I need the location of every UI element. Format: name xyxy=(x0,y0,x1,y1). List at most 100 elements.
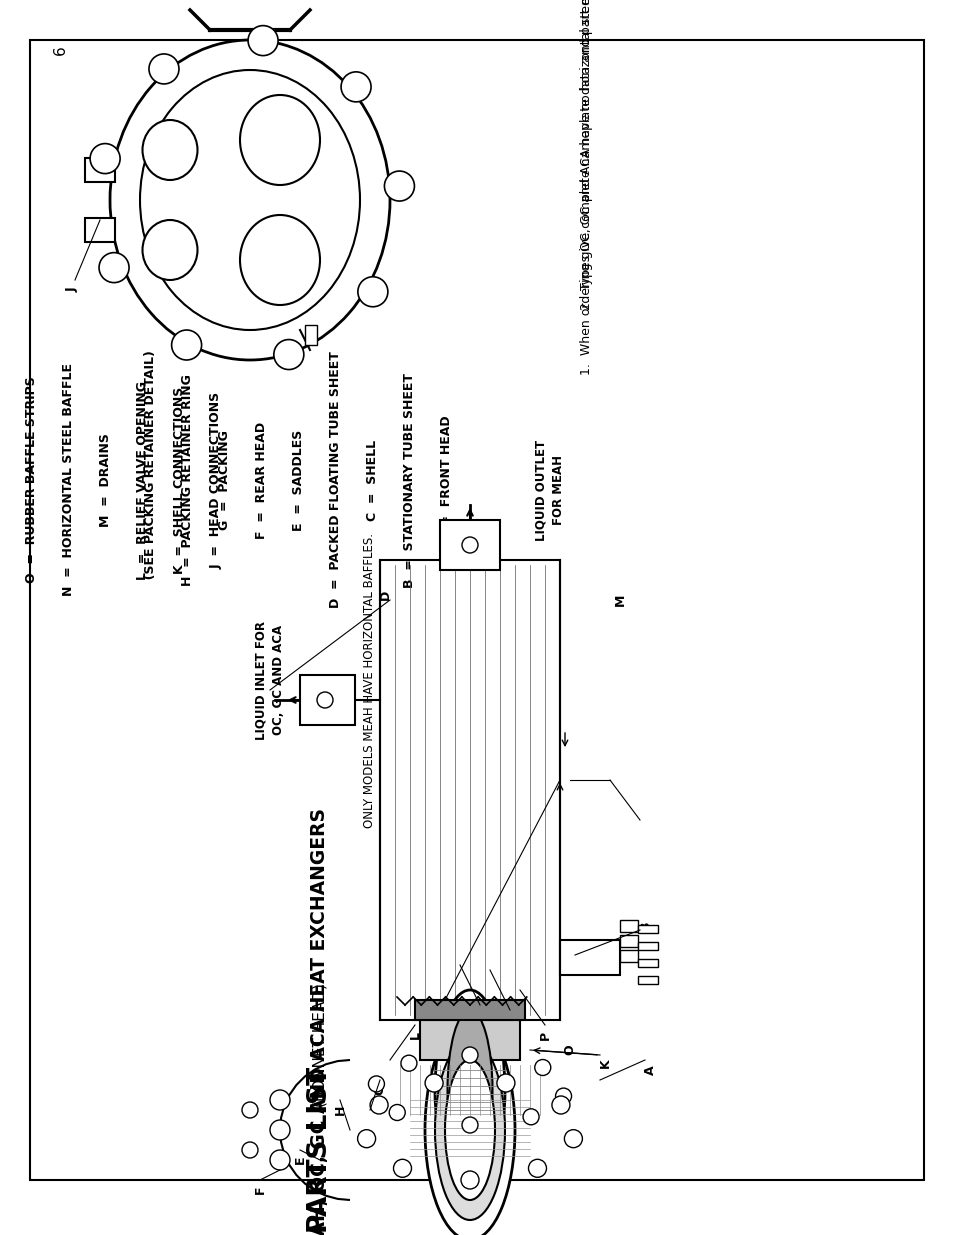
Polygon shape xyxy=(619,935,638,947)
Text: C  =  SHELL: C = SHELL xyxy=(366,440,378,521)
Text: N  =  HORIZONTAL STEEL BAFFLE: N = HORIZONTAL STEEL BAFFLE xyxy=(62,363,75,597)
Polygon shape xyxy=(638,976,658,984)
Ellipse shape xyxy=(435,1040,504,1220)
Circle shape xyxy=(341,72,371,101)
Text: P: P xyxy=(537,1030,551,1040)
Ellipse shape xyxy=(447,1010,492,1170)
Ellipse shape xyxy=(140,70,359,330)
Polygon shape xyxy=(415,1000,524,1020)
Text: O: O xyxy=(563,1045,576,1056)
Text: LIQUID INLET FOR
OC, GC AND ACA: LIQUID INLET FOR OC, GC AND ACA xyxy=(254,620,285,740)
Circle shape xyxy=(99,253,129,283)
Polygon shape xyxy=(85,219,115,242)
Text: F: F xyxy=(253,1186,266,1194)
Circle shape xyxy=(368,1076,384,1092)
Text: K: K xyxy=(598,1058,611,1068)
Circle shape xyxy=(242,1142,257,1158)
Circle shape xyxy=(370,1095,388,1114)
Text: (SEE PACKING RETAINER DETAIL): (SEE PACKING RETAINER DETAIL) xyxy=(144,350,157,610)
Circle shape xyxy=(564,1130,581,1147)
Circle shape xyxy=(270,1150,290,1170)
Circle shape xyxy=(528,1160,546,1177)
Text: C: C xyxy=(438,1005,451,1015)
Text: O: O xyxy=(473,1010,486,1020)
Text: O  =  RUBBER BAFFLE STRIPS: O = RUBBER BAFFLE STRIPS xyxy=(25,377,38,583)
Text: L: L xyxy=(408,1031,421,1039)
Circle shape xyxy=(425,1074,442,1092)
Circle shape xyxy=(522,1109,538,1125)
Circle shape xyxy=(497,1074,515,1092)
Text: 6: 6 xyxy=(52,46,68,54)
Text: (BONNET HEAD): (BONNET HEAD) xyxy=(313,983,327,1107)
Polygon shape xyxy=(559,940,619,974)
Circle shape xyxy=(90,143,120,174)
Polygon shape xyxy=(305,325,316,345)
Polygon shape xyxy=(619,920,638,932)
Text: J  =  HEAD CONNECTIONS: J = HEAD CONNECTIONS xyxy=(210,391,223,568)
Ellipse shape xyxy=(240,215,319,305)
Ellipse shape xyxy=(424,1020,515,1235)
Ellipse shape xyxy=(435,990,504,1191)
Text: D: D xyxy=(378,590,391,600)
Circle shape xyxy=(393,1160,411,1177)
Polygon shape xyxy=(638,960,658,967)
Text: H  =  PACKING RETAINER RING: H = PACKING RETAINER RING xyxy=(181,374,193,585)
Text: J: J xyxy=(66,288,78,293)
Text: E: E xyxy=(294,1156,306,1165)
Circle shape xyxy=(274,340,303,369)
Text: H: H xyxy=(334,1105,346,1115)
Circle shape xyxy=(400,1055,416,1071)
Circle shape xyxy=(172,330,201,361)
Circle shape xyxy=(242,1102,257,1118)
Circle shape xyxy=(461,1047,477,1063)
Circle shape xyxy=(270,1091,290,1110)
Text: B  =  STATIONARY TUBE SHEET: B = STATIONARY TUBE SHEET xyxy=(402,373,416,588)
Ellipse shape xyxy=(110,40,390,359)
Circle shape xyxy=(149,54,179,84)
Text: G: G xyxy=(374,1084,386,1095)
Text: A  =  FRONT HEAD: A = FRONT HEAD xyxy=(439,416,453,545)
Text: M  =  DRAINS: M = DRAINS xyxy=(99,433,112,527)
Text: MODELS MEAH, OC, GC AND ACA HEAT EXCHANGERS: MODELS MEAH, OC, GC AND ACA HEAT EXCHANG… xyxy=(310,808,329,1235)
Circle shape xyxy=(357,1130,375,1147)
Circle shape xyxy=(552,1095,569,1114)
Text: (TYPE MEAH ONLY): (TYPE MEAH ONLY) xyxy=(0,399,1,562)
Ellipse shape xyxy=(142,220,197,280)
Text: D  =  PACKED FLOATING TUBE SHEET: D = PACKED FLOATING TUBE SHEET xyxy=(329,352,341,609)
Circle shape xyxy=(384,172,414,201)
Ellipse shape xyxy=(444,1060,495,1200)
Circle shape xyxy=(248,26,277,56)
Circle shape xyxy=(461,537,477,553)
Circle shape xyxy=(389,1104,405,1120)
Polygon shape xyxy=(638,942,658,950)
Circle shape xyxy=(461,1116,477,1132)
Text: M: M xyxy=(613,594,626,606)
Text: 2.  Types OC, GC and ACA have no horizontal steel baffle.: 2. Types OC, GC and ACA have no horizont… xyxy=(579,0,593,310)
Polygon shape xyxy=(419,1020,519,1060)
Ellipse shape xyxy=(142,120,197,180)
Text: ONLY MODELS MEAH HAVE HORIZONTAL BAFFLES.: ONLY MODELS MEAH HAVE HORIZONTAL BAFFLES… xyxy=(363,532,376,827)
Text: 1.  When ordering give complete nameplate data and part name.: 1. When ordering give complete nameplate… xyxy=(579,0,593,375)
Polygon shape xyxy=(85,158,115,182)
Circle shape xyxy=(535,1060,550,1076)
Circle shape xyxy=(555,1088,571,1104)
Polygon shape xyxy=(299,676,355,725)
Polygon shape xyxy=(439,520,499,571)
Ellipse shape xyxy=(240,95,319,185)
Text: K  =  SHELL CONNECTIONS: K = SHELL CONNECTIONS xyxy=(172,387,186,573)
Polygon shape xyxy=(638,925,658,932)
Circle shape xyxy=(357,277,388,306)
Text: B: B xyxy=(638,920,651,930)
Circle shape xyxy=(270,1120,290,1140)
Text: A: A xyxy=(643,1065,656,1074)
Text: E  =  SADDLES: E = SADDLES xyxy=(292,430,305,531)
Circle shape xyxy=(316,692,333,708)
Text: N: N xyxy=(503,1015,516,1025)
Circle shape xyxy=(460,1171,478,1189)
Text: LIQUID OUTLET
FOR MEAH: LIQUID OUTLET FOR MEAH xyxy=(535,440,564,541)
Text: PARTS LIST: PARTS LIST xyxy=(307,1067,333,1233)
Text: L  =  RELIEF VALVE OPENING: L = RELIEF VALVE OPENING xyxy=(136,380,149,579)
Polygon shape xyxy=(379,559,559,1020)
Text: F  =  REAR HEAD: F = REAR HEAD xyxy=(254,421,268,538)
Polygon shape xyxy=(619,950,638,962)
